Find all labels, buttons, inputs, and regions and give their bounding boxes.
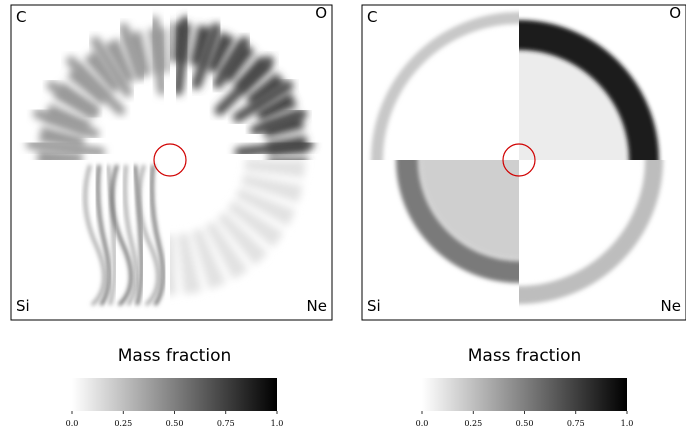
quadrant-image (83, 164, 165, 307)
quadrant-label: C (367, 8, 377, 26)
plume (212, 36, 250, 89)
streak (137, 164, 160, 307)
plume (90, 36, 133, 98)
plume (32, 108, 100, 139)
plume (66, 56, 126, 116)
streak (123, 164, 138, 306)
plume (172, 15, 191, 96)
colorbar-tick-label: 0.0 (416, 419, 429, 428)
panel: C O Si Ne Mass fraction 0.0 0.25 0.50 0.75 1.0 (361, 4, 686, 428)
panel-frame (361, 4, 686, 321)
quadrant-image (25, 15, 170, 160)
quadrant-label: C (16, 8, 26, 26)
red-circle (153, 143, 187, 177)
plume (25, 139, 106, 158)
quadrant-label: O (315, 4, 327, 22)
interior (519, 45, 634, 160)
quadrant-label: O (669, 4, 681, 22)
streak (110, 164, 133, 307)
colorbar-tick-label: 0.50 (166, 419, 184, 428)
colorbar-title: Mass fraction (468, 346, 582, 366)
plume (149, 15, 168, 96)
plume (249, 108, 308, 136)
quadrant-image (519, 20, 659, 160)
streak (150, 164, 165, 306)
plume (214, 56, 274, 116)
streak (106, 164, 116, 306)
plume (46, 80, 99, 118)
quadrant-label: Si (367, 297, 381, 315)
quadrant-label: Si (16, 297, 30, 315)
plume (234, 139, 315, 158)
colorbar-tick-label: 0.25 (464, 419, 482, 428)
quadrant-image (396, 160, 519, 283)
colorbar (422, 378, 627, 411)
quadrant-label: Ne (661, 297, 681, 315)
quadrant-image (170, 15, 315, 160)
panel-frame (10, 4, 333, 321)
streak (133, 164, 143, 306)
colorbar-tick-label: 0.0 (66, 419, 79, 428)
streak (83, 164, 106, 307)
colorbar-tick-label: 0.25 (114, 419, 132, 428)
colorbar-title: Mass fraction (118, 346, 232, 366)
colorbar-tick-label: 0.75 (567, 419, 585, 428)
colorbar (72, 378, 277, 411)
plume (191, 22, 222, 90)
colorbar-tick-label: 1.0 (271, 419, 284, 428)
colorbar-tick-label: 0.50 (516, 419, 534, 428)
interior (417, 160, 519, 262)
red-circle (502, 143, 536, 177)
plume (232, 80, 294, 123)
streak (96, 164, 111, 306)
panel: C O Si Ne Mass fraction 0.0 0.25 0.50 0.75 1.0 (10, 4, 333, 428)
colorbar-tick-label: 1.0 (621, 419, 634, 428)
plume (118, 22, 146, 81)
quadrant-label: Ne (307, 297, 327, 315)
colorbar-tick-label: 0.75 (217, 419, 235, 428)
